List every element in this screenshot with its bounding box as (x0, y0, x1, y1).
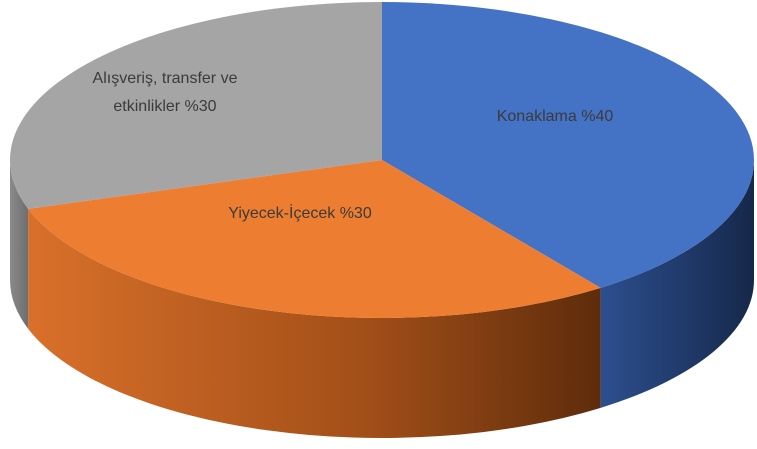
category-name: Alışveriş, transfer ve etkinlikler (92, 70, 238, 115)
value-label: %30 (184, 98, 217, 115)
slice-label-text: Konaklama %40 (440, 103, 670, 131)
slice (9, 2, 383, 209)
slice-side (28, 208, 601, 439)
value-label: %40 (581, 108, 614, 125)
pie-tops (9, 2, 754, 318)
value-label: %30 (339, 205, 372, 222)
pie-sides (10, 160, 754, 439)
slice-label-text: Alışveriş, transfer ve etkinlikler %30 (65, 65, 265, 121)
slice (382, 2, 754, 288)
slice-label-text: Yiyecek-İçecek %30 (225, 200, 375, 228)
slice-label: Alışveriş, transfer ve etkinlikler %30 (65, 65, 265, 121)
slice-side (10, 160, 29, 329)
slice (28, 160, 601, 318)
category-name: Konaklama (496, 108, 577, 125)
category-name: Yiyecek-İçecek (228, 205, 336, 222)
slice-label: Konaklama %40 (440, 103, 670, 131)
slice-side (600, 160, 754, 408)
slice-label: Yiyecek-İçecek %30 (225, 200, 375, 228)
